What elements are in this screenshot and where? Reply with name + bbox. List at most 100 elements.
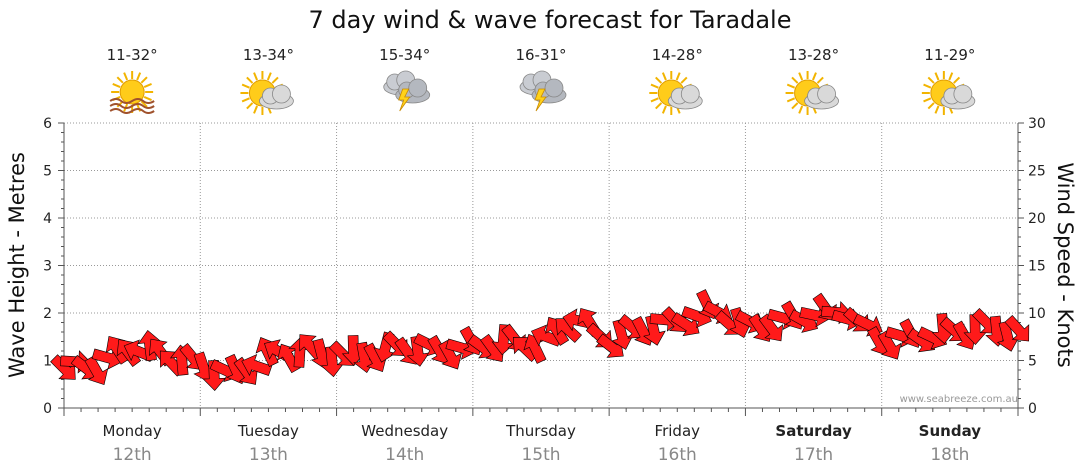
wind-series xyxy=(50,289,1030,392)
day-labels-row: Monday 12th Tuesday 13th Wednesday 14th Thursd… xyxy=(103,422,982,465)
sun-ray xyxy=(661,72,667,81)
sun-ray xyxy=(241,97,250,103)
sun-ray xyxy=(253,72,258,81)
day-date-label: 14th xyxy=(385,445,424,465)
sun-ray xyxy=(650,83,659,89)
sun-ray xyxy=(136,72,142,81)
day-name-label: Thursday xyxy=(505,422,576,440)
wind-arrow xyxy=(406,335,430,367)
day-name-label: Sunday xyxy=(919,422,982,440)
cloud-puff xyxy=(272,84,291,104)
hot-sun-icon xyxy=(109,71,155,114)
day-date-label: 13th xyxy=(249,445,288,465)
sun-ray xyxy=(923,97,932,103)
sun-cloud-icon xyxy=(649,71,703,115)
y-tick-right-label: 30 xyxy=(1028,116,1046,132)
sun-ray xyxy=(650,97,659,103)
sun-ray xyxy=(934,72,940,81)
cloud-puff xyxy=(953,84,973,104)
sun-ray xyxy=(266,72,272,81)
wind-arrow xyxy=(84,355,109,385)
day-temperature: 13-34° xyxy=(243,46,294,64)
wind-arrow xyxy=(758,313,784,342)
lightning-bolt xyxy=(398,88,411,112)
sun-ray xyxy=(923,83,932,89)
sun-ray xyxy=(798,72,804,81)
sun-ray xyxy=(927,102,935,110)
sun-ray xyxy=(786,83,796,89)
y-axis-right-title: Wind Speed - Knots xyxy=(1053,162,1077,367)
cloud-puff xyxy=(680,84,700,104)
cloud-puff xyxy=(408,78,428,98)
cloud-puff xyxy=(817,84,836,104)
sun-ray xyxy=(798,105,804,114)
y-tick-right-label: 10 xyxy=(1028,306,1046,322)
storm-cloud-icon xyxy=(519,70,567,112)
y-tick-left-label: 1 xyxy=(43,354,52,370)
sun-ray xyxy=(271,76,279,84)
y-tick-left-label: 4 xyxy=(43,211,52,227)
sun-ray xyxy=(661,105,667,114)
cloud-puff xyxy=(544,78,564,98)
heat-wave-line xyxy=(109,98,155,104)
sun-cloud-icon xyxy=(240,71,294,115)
sun-ray xyxy=(123,72,129,81)
sun-ray xyxy=(680,76,688,84)
y-tick-left-label: 2 xyxy=(43,306,52,322)
storm-cloud-icon xyxy=(383,70,431,112)
y-tick-right-label: 0 xyxy=(1028,401,1037,417)
day-name-label: Monday xyxy=(103,422,162,440)
day-temperature: 13-28° xyxy=(788,46,839,64)
sun-ray xyxy=(143,83,152,88)
sun-ray xyxy=(143,96,152,101)
wind-arrow xyxy=(643,314,666,346)
watermark: www.seabreeze.com.au xyxy=(900,394,1018,405)
sun-ray xyxy=(246,102,254,110)
wind-arrow xyxy=(233,356,258,385)
y-tick-left-label: 0 xyxy=(43,401,52,417)
sun-ray xyxy=(655,76,663,84)
heat-wave-line xyxy=(109,108,155,114)
day-date-label: 18th xyxy=(930,445,969,465)
sun-ray xyxy=(241,83,250,89)
y-tick-left-label: 3 xyxy=(43,259,52,275)
sun-ray xyxy=(812,72,817,81)
y-tick-right-label: 20 xyxy=(1028,211,1046,227)
sun-ray xyxy=(246,76,254,84)
day-date-label: 16th xyxy=(658,445,697,465)
axes: 0 1 2 3 4 5 6 0 5 10 15 20 25 30 xyxy=(43,116,1046,417)
wind-arrow xyxy=(202,360,226,392)
sun-ray xyxy=(112,83,121,88)
y-axis-left-title: Wave Height - Metres xyxy=(5,152,29,378)
sun-ray xyxy=(116,76,124,84)
sun-ray xyxy=(948,72,954,81)
day-temperature: 16-31° xyxy=(515,46,566,64)
sun-ray xyxy=(816,76,824,84)
chart-title: 7 day wind & wave forecast for Taradale xyxy=(309,6,792,34)
day-name-label: Saturday xyxy=(775,422,852,440)
wind-arrow xyxy=(877,330,902,360)
wind-arrow xyxy=(137,329,161,362)
sun-ray xyxy=(791,76,799,84)
y-tick-right-label: 15 xyxy=(1028,259,1046,275)
heat-wave-line xyxy=(109,103,155,109)
y-tick-left-label: 5 xyxy=(43,164,52,180)
lightning-bolt xyxy=(534,88,547,112)
sun-ray xyxy=(953,76,961,84)
day-temperature: 11-32° xyxy=(107,46,158,64)
day-temperature: 14-28° xyxy=(652,46,703,64)
sun-ray xyxy=(934,105,940,114)
day-date-label: 17th xyxy=(794,445,833,465)
day-forecast-row: 11-32° 13-34° 15-34° 16-31° 14-28° 13-28° 11-2… xyxy=(107,46,976,115)
day-date-label: 12th xyxy=(113,445,152,465)
sun-ray xyxy=(140,100,148,108)
day-temperature: 15-34° xyxy=(379,46,430,64)
y-tick-right-label: 25 xyxy=(1028,164,1046,180)
sun-ray xyxy=(253,105,258,114)
sun-ray xyxy=(140,76,148,84)
sun-ray xyxy=(791,102,799,110)
day-temperature: 11-29° xyxy=(924,46,975,64)
sun-cloud-icon xyxy=(921,71,976,115)
sun-ray xyxy=(786,97,796,103)
